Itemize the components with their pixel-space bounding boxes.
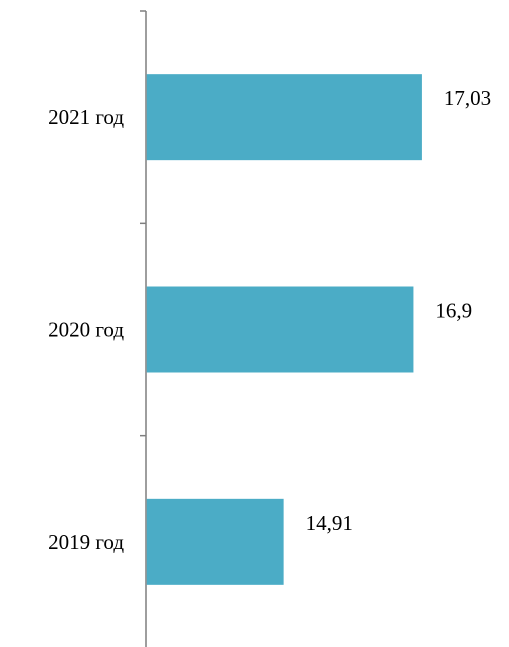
bar-2021-год	[146, 74, 422, 161]
category-label: 2021 год	[48, 105, 124, 129]
data-label: 16,9	[435, 299, 472, 323]
category-label: 2019 год	[48, 530, 124, 554]
data-label: 17,03	[444, 86, 491, 110]
category-label: 2020 год	[48, 318, 124, 342]
bar-2020-год	[146, 286, 414, 373]
bar-layer	[146, 74, 422, 585]
bar-2019-год	[146, 498, 284, 585]
label-layer: 2021 год 17,03 2020 год 16,9 2019 год 14,91	[48, 86, 491, 554]
data-label: 14,91	[306, 511, 353, 535]
axis-layer	[140, 10, 147, 647]
